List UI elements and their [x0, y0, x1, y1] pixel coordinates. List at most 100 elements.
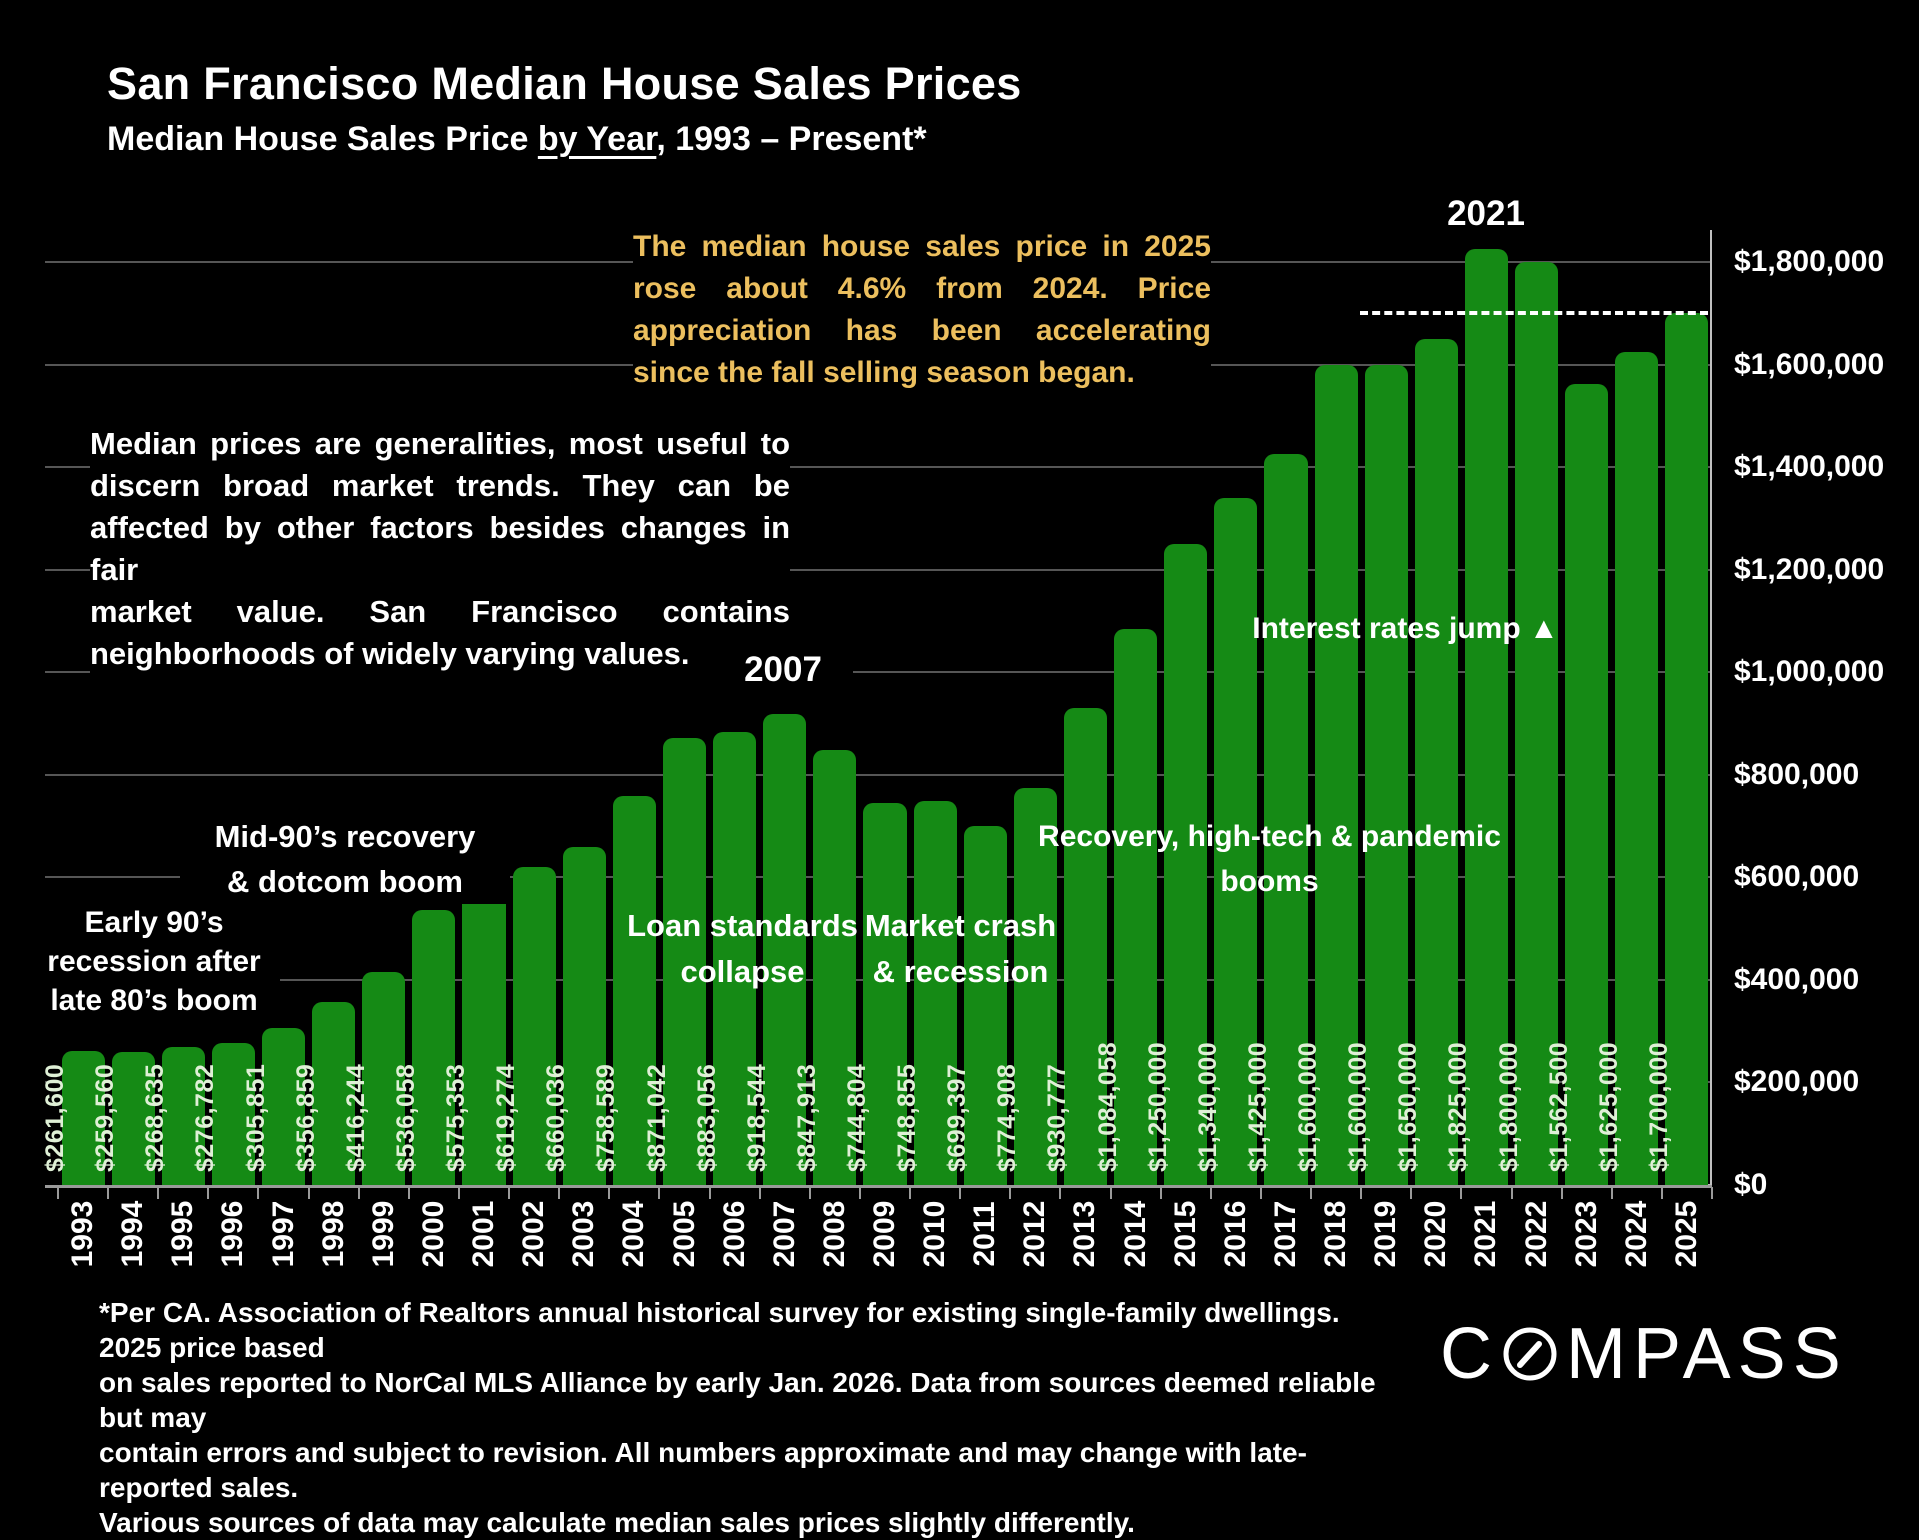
bar	[1565, 383, 1609, 1185]
annotation-line: & recession	[872, 954, 1049, 989]
x-axis-year-label: 1995	[166, 1200, 200, 1268]
x-axis-tick	[1159, 1187, 1162, 1199]
x-axis-year-label: 2009	[868, 1200, 901, 1268]
annotation-line: & dotcom boom	[227, 864, 463, 899]
annotation-early-90s-recession: Early 90’s recession after late 80’s boo…	[28, 903, 280, 1020]
bar	[1665, 313, 1709, 1185]
bar-value-label: $305,851	[241, 1063, 270, 1172]
bar-value-label: $1,825,000	[1444, 1041, 1473, 1172]
bar	[713, 732, 757, 1185]
x-axis-year-label: 1994	[116, 1200, 150, 1268]
x-axis-year-label: 2014	[1118, 1200, 1152, 1268]
callout-median-note: Median prices are generalities, most use…	[90, 423, 790, 675]
bar-value-label: $774,908	[993, 1063, 1022, 1172]
y-axis-label: $1,600,000	[1734, 347, 1885, 381]
annotation-market-crash-recession: Market crash & recession	[813, 903, 1108, 995]
annotation-line: recession after	[47, 945, 261, 978]
page-title: San Francisco Median House Sales Prices	[107, 58, 1022, 109]
callout-line: The median house sales price in 2025	[633, 230, 1211, 263]
x-axis-tick	[1460, 1187, 1463, 1199]
x-axis-year-label: 1999	[366, 1200, 400, 1268]
bar	[1164, 544, 1208, 1185]
x-axis-tick	[1610, 1187, 1613, 1199]
bar	[1114, 629, 1158, 1185]
bar-value-label: $575,353	[442, 1063, 471, 1172]
x-axis-tick	[357, 1187, 360, 1199]
x-axis-tick	[407, 1187, 410, 1199]
bar	[61, 1050, 105, 1185]
bar	[211, 1043, 255, 1185]
x-axis-year-label: 2017	[1268, 1200, 1302, 1268]
bar	[662, 738, 707, 1185]
x-axis-tick	[1009, 1187, 1012, 1199]
bar-value-label: $1,562,500	[1544, 1041, 1573, 1172]
bar	[763, 713, 807, 1185]
callout-line: discern broad market trends. They can be	[90, 468, 790, 503]
y-axis-label: $400,000	[1734, 962, 1860, 996]
x-axis-tick	[1560, 1187, 1563, 1199]
bar	[863, 803, 907, 1185]
x-axis-tick	[1059, 1187, 1062, 1199]
bar-value-label: $536,058	[391, 1063, 420, 1172]
callout-line: appreciation has been accelerating	[633, 314, 1211, 347]
x-axis-tick	[808, 1187, 811, 1199]
x-axis-year-label: 2016	[1218, 1200, 1252, 1268]
annotation-interest-rates-jump: Interest rates jump ▲	[1252, 612, 1559, 645]
x-axis-year-label: 2002	[517, 1200, 551, 1268]
footnote-line: on sales reported to NorCal MLS Alliance…	[99, 1365, 1399, 1435]
callout-line: neighborhoods of widely varying values.	[90, 636, 690, 671]
annotation-line: late 80’s boom	[50, 984, 258, 1017]
bar	[1013, 787, 1057, 1185]
callout-line: affected by other factors besides change…	[90, 510, 790, 587]
bar-value-label: $1,700,000	[1644, 1041, 1673, 1172]
compass-logo: C MPASS	[1440, 1314, 1848, 1394]
bar	[562, 846, 606, 1185]
annotation-line: booms	[1220, 865, 1319, 898]
bar-chart: $0 $200,000 $400,000 $600,000 $800,000 $1,000…	[41, 230, 1885, 1268]
bar	[362, 971, 406, 1185]
callout-line: since the fall selling season began.	[633, 356, 1135, 389]
callout-line: Median prices are generalities, most use…	[90, 426, 790, 461]
bar	[462, 889, 506, 1185]
reference-dashed-line	[1360, 311, 1708, 316]
x-axis-year-label: 2019	[1369, 1200, 1403, 1268]
x-axis-year-label: 2005	[667, 1200, 701, 1268]
annotation-line: Loan standards	[627, 908, 858, 943]
x-axis-year-label: 1998	[316, 1200, 350, 1268]
subtitle-suffix: , 1993 – Present*	[656, 120, 927, 158]
x-axis-tick	[558, 1187, 561, 1199]
x-axis-year-label: 1993	[66, 1200, 100, 1268]
x-axis-year-label: 2004	[617, 1200, 651, 1268]
y-axis-label: $200,000	[1734, 1065, 1860, 1099]
y-axis-label: $1,000,000	[1734, 655, 1885, 689]
bar-value-label: $748,855	[893, 1063, 922, 1172]
bar	[512, 867, 556, 1185]
subtitle-prefix: Median House Sales Price	[107, 120, 538, 158]
x-axis-tick	[959, 1187, 962, 1199]
x-axis-tick	[508, 1187, 511, 1199]
y-axis-label: $0	[1734, 1168, 1768, 1201]
bar-value-label: $1,250,000	[1143, 1041, 1172, 1172]
x-axis-year-label: 2006	[717, 1200, 751, 1268]
x-axis-tick	[608, 1187, 611, 1199]
bar	[261, 1028, 306, 1185]
x-axis-year-label: 2021	[1469, 1200, 1503, 1268]
x-axis-line	[45, 1185, 1712, 1188]
x-axis-tick	[1259, 1187, 1262, 1199]
bar-value-label: $268,635	[141, 1063, 170, 1172]
x-axis-year-label: 2010	[918, 1200, 952, 1268]
x-axis-year-label: 2007	[767, 1200, 801, 1268]
callout-line: rose about 4.6% from 2024. Price	[633, 272, 1211, 305]
x-axis-tick	[1660, 1187, 1663, 1199]
page-subtitle: Median House Sales Price by Year, 1993 –…	[107, 120, 927, 159]
bar-value-label: $744,804	[843, 1063, 871, 1172]
bar-value-label: $758,589	[592, 1063, 621, 1172]
bar	[1214, 497, 1258, 1185]
annotation-peak-2007: 2007	[713, 650, 853, 690]
annotation-loan-standards-collapse: Loan standards collapse	[595, 903, 890, 995]
bar-value-label: $276,782	[191, 1063, 220, 1172]
x-axis-tick	[57, 1187, 59, 1199]
bar	[312, 1002, 356, 1185]
y-gridline	[45, 773, 1712, 776]
bar-value-label: $259,560	[91, 1063, 120, 1172]
